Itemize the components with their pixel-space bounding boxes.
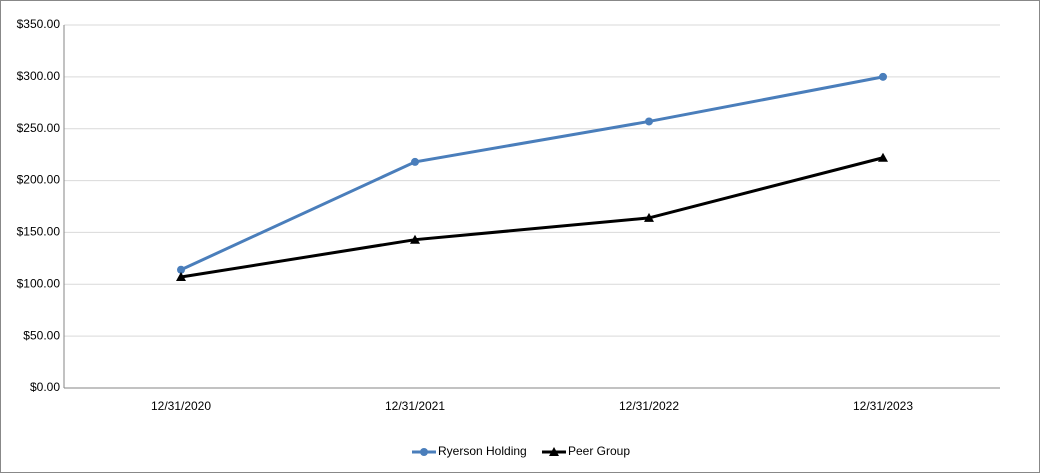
data-point [879,72,887,81]
data-point [410,234,420,244]
y-tick-label: $50.00 [23,328,60,342]
legend-label: Ryerson Holding [438,444,527,458]
series-line [180,75,884,272]
y-tick-label: $300.00 [17,69,61,83]
y-tick-label: $200.00 [17,173,61,187]
y-tick-label: $250.00 [17,121,61,135]
x-tick-label: 12/31/2022 [619,399,679,413]
data-point [878,152,888,162]
y-tick-label: $0.00 [30,380,60,394]
legend-marker [420,448,428,456]
data-point [176,272,186,282]
legend-label: Peer Group [568,444,630,458]
x-tick-label: 12/31/2020 [151,399,211,413]
y-tick-label: $100.00 [17,276,61,290]
y-tick-label: $350.00 [17,17,61,31]
x-tick-label: 12/31/2023 [853,399,913,413]
data-point [644,212,654,222]
data-point [411,157,419,166]
data-point [645,117,653,126]
y-tick-label: $150.00 [17,225,61,239]
x-tick-label: 12/31/2021 [385,399,445,413]
data-point [177,265,185,274]
series-line [180,156,884,279]
legend-marker [549,447,559,456]
